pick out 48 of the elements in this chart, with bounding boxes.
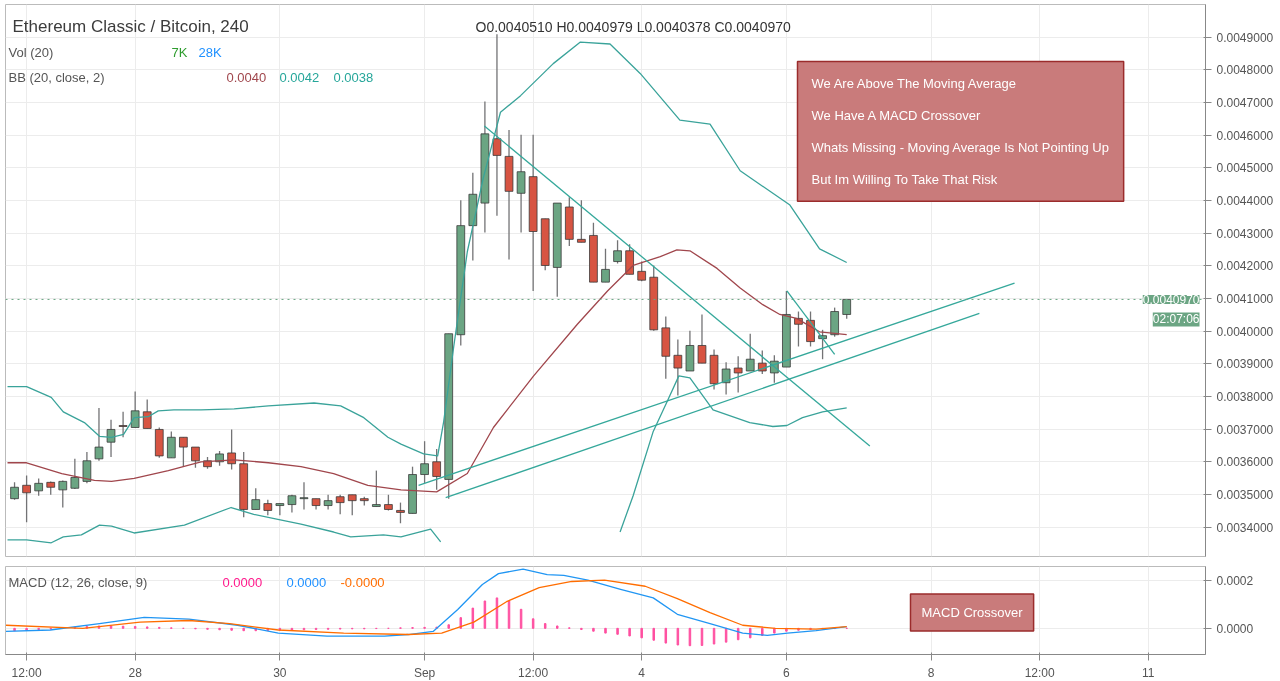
- x-tick-label: 8: [927, 665, 935, 680]
- annotation: We Are Above The Moving Average: [811, 75, 1017, 91]
- ref-line-label: 0.0040970: [1142, 292, 1200, 307]
- y-tick-label: 0.0036000: [1216, 455, 1274, 470]
- x-tick-label: 4: [638, 665, 646, 680]
- y-tick-label: 0.0045000: [1216, 161, 1274, 176]
- y-tick-label: 0.0040000: [1216, 324, 1274, 339]
- annotation: 0.0042: [279, 70, 320, 85]
- y-tick-label: 0.0041000: [1216, 291, 1274, 306]
- annotation: 0.0040: [226, 70, 267, 85]
- text: Ethereum Classic / Bitcoin, 240: [12, 17, 249, 36]
- y-tick-label: 0.0039000: [1216, 357, 1274, 372]
- annotation: Whats Missing - Moving Average Is Not Pointing Up: [811, 140, 1109, 155]
- x-tick-label: 6: [783, 665, 791, 680]
- annotation: MACD Crossover: [921, 605, 1024, 620]
- y-tick-label: 0.0038000: [1216, 389, 1274, 404]
- annotation: 0.0000: [222, 575, 263, 590]
- y-tick-label: 0.0043000: [1216, 226, 1274, 241]
- x-tick-label: Sep: [413, 665, 436, 680]
- x-tick-label: 28: [128, 665, 143, 680]
- y-tick-label: 0.0046000: [1216, 128, 1274, 143]
- x-tick-label: 30: [273, 665, 287, 680]
- y-tick-label: 0.0037000: [1216, 422, 1274, 437]
- x-tick-label: 12:00: [518, 665, 549, 680]
- annotation: 7K: [171, 45, 188, 60]
- annotation: 0.0000: [286, 575, 327, 590]
- x-tick-label: 12:00: [1024, 665, 1056, 680]
- annotation: BB (20, close, 2): [8, 70, 105, 85]
- y-tick-label: 0.0047000: [1216, 95, 1274, 110]
- y-tick-label: 0.0034000: [1216, 520, 1274, 535]
- annotation: 0.0038: [333, 70, 374, 85]
- y-tick-label: 0.0002: [1216, 574, 1254, 589]
- y-tick-label: 0.0000: [1216, 621, 1254, 636]
- annotation: O0.0040510 H0.0040979 L0.0040378 C0.0040970: [475, 18, 791, 35]
- text: MACD (12, 26, close, 9): [8, 575, 148, 590]
- annotation: Vol (20): [8, 45, 54, 60]
- x-tick-label: 11: [1141, 665, 1155, 680]
- annotation: -0.0000: [340, 575, 385, 590]
- annotation: 02:07:06: [1152, 312, 1200, 327]
- y-tick-label: 0.0048000: [1216, 63, 1274, 78]
- annotation: We Have A MACD Crossover: [811, 107, 981, 123]
- y-tick-label: 0.0044000: [1216, 193, 1274, 208]
- y-tick-label: 0.0049000: [1216, 30, 1274, 45]
- y-tick-label: 0.0035000: [1216, 487, 1274, 502]
- y-tick-label: 0.0042000: [1216, 259, 1274, 274]
- annotation: But Im Willing To Take That Risk: [811, 172, 998, 188]
- annotation: 28K: [198, 45, 222, 60]
- x-tick-label: 12:00: [11, 665, 42, 680]
